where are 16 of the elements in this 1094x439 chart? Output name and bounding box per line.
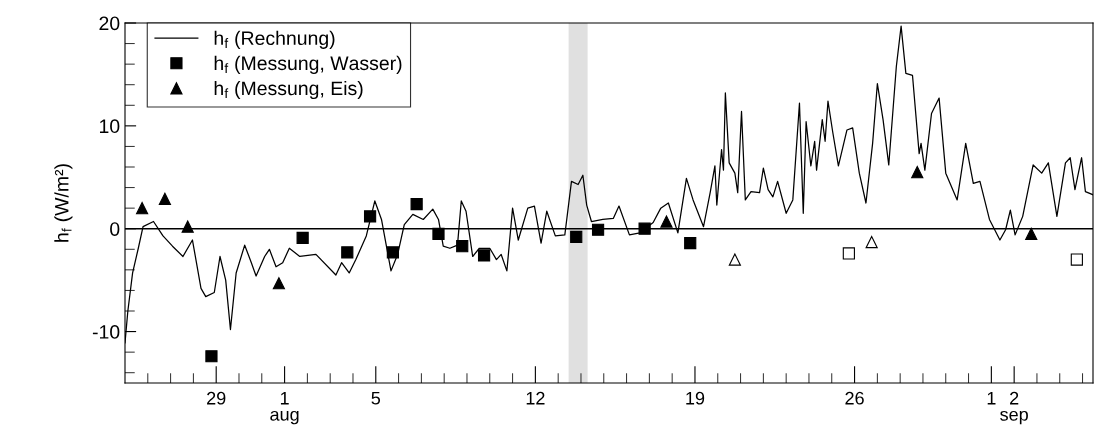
y-tick-label: 0 — [110, 222, 120, 236]
y-tick-label: 20 — [99, 16, 120, 31]
x-tick-label: 19 — [686, 391, 705, 405]
legend-label: h$_{f}$ (Messung, Wasser) — [214, 55, 402, 74]
legend-label: h$_{f}$ (Messung, Eis) — [214, 80, 363, 100]
x-tick-label: 1 aug — [270, 392, 299, 425]
y-axis-title: h$_{f}$ (W/m²) — [54, 164, 73, 242]
y-tick-label: 10 — [100, 119, 120, 134]
x-tick-label: 2 sep — [1000, 391, 1028, 425]
x-tick-label: 12 — [526, 391, 545, 405]
x-tick-label: 29 — [207, 391, 226, 405]
y-tick-label: -10 — [92, 325, 120, 339]
x-tick-label: 5 — [371, 392, 381, 405]
legend-label: h$_{f}$ (Rechnung) — [214, 30, 335, 49]
x-tick-label: 26 — [845, 391, 864, 405]
x-tick-label: 1 — [987, 392, 996, 405]
